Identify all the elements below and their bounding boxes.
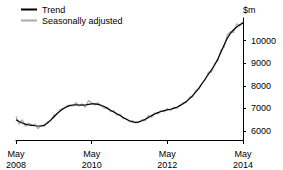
svg-text:7000: 7000 — [251, 103, 271, 113]
svg-text:2012: 2012 — [157, 160, 177, 170]
svg-text:8000: 8000 — [251, 81, 271, 91]
svg-text:$m: $m — [243, 5, 256, 15]
svg-text:Seasonally adjusted: Seasonally adjusted — [42, 16, 123, 26]
svg-text:Trend: Trend — [42, 5, 65, 15]
svg-text:May: May — [159, 149, 177, 159]
svg-text:May: May — [83, 149, 101, 159]
svg-text:6000: 6000 — [251, 126, 271, 136]
svg-text:2014: 2014 — [233, 160, 253, 170]
svg-text:10000: 10000 — [251, 36, 276, 46]
svg-text:2010: 2010 — [82, 160, 102, 170]
svg-text:May: May — [234, 149, 252, 159]
svg-text:May: May — [7, 149, 25, 159]
svg-text:9000: 9000 — [251, 58, 271, 68]
svg-text:2008: 2008 — [6, 160, 26, 170]
